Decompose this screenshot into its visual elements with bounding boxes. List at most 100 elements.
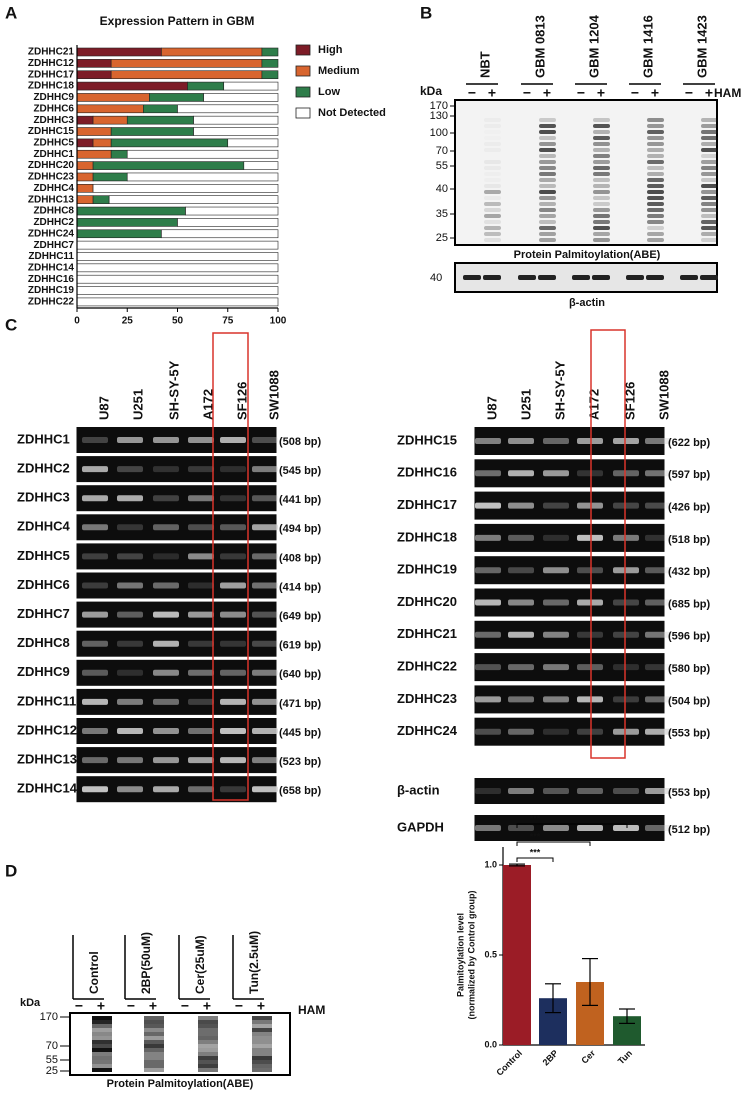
- blot-band: [484, 160, 501, 164]
- gel-band: [82, 582, 108, 589]
- gel-row: [75, 542, 278, 571]
- blot-band: [647, 238, 664, 242]
- gel-band: [117, 786, 143, 793]
- blot-band: [539, 142, 556, 146]
- size-label: (408 bp): [279, 552, 322, 564]
- gel-band: [188, 553, 214, 560]
- gel-band: [188, 611, 214, 618]
- y-tick-label: ZDHHC21: [28, 47, 75, 58]
- blot-band: [701, 136, 718, 140]
- blot-band: [701, 214, 718, 218]
- gel-band: [543, 788, 569, 794]
- gel-band: [475, 438, 501, 444]
- gel-band: [252, 582, 278, 589]
- legend-label: Not Detected: [318, 107, 386, 119]
- blot-band: [701, 142, 718, 146]
- blot-band: [144, 1036, 164, 1040]
- lane-label: SF126: [234, 382, 249, 420]
- blot-band: [539, 184, 556, 188]
- marker-label: 25: [436, 232, 448, 244]
- bar-segment: [76, 218, 178, 227]
- blot-band: [647, 124, 664, 128]
- gel-band: [220, 728, 246, 734]
- gel-band: [577, 502, 603, 509]
- blot-band: [647, 130, 664, 134]
- gel-band: [645, 631, 671, 638]
- lane-label: A172: [200, 389, 215, 420]
- bar-segment: [92, 172, 128, 182]
- gel-band: [645, 534, 671, 541]
- marker-label: 55: [436, 160, 448, 172]
- gel-band: [543, 696, 569, 703]
- gel-band: [508, 567, 534, 574]
- bar-segment: [76, 47, 162, 57]
- chart-title: Expression Pattern in GBM: [100, 14, 255, 28]
- x-tick-label: 100: [270, 316, 287, 327]
- gel-row: [473, 684, 666, 715]
- blot-band: [252, 1068, 272, 1072]
- blot-band: [483, 275, 501, 280]
- blot-band: [252, 1060, 272, 1064]
- gel-band: [153, 757, 179, 764]
- marker-label: 40: [436, 183, 448, 195]
- blot-band: [539, 154, 556, 158]
- marker-label: 40: [430, 272, 442, 284]
- size-label: (619 bp): [279, 640, 322, 652]
- blot-band: [252, 1064, 272, 1068]
- blot-band: [484, 166, 501, 170]
- bar-segment: [76, 93, 150, 102]
- lane-label: NBT: [477, 51, 492, 78]
- legend-swatch: [295, 107, 311, 119]
- blot-band: [144, 1016, 164, 1020]
- gel-band: [543, 631, 569, 638]
- size-label: (414 bp): [279, 581, 322, 593]
- blot-band: [680, 275, 698, 280]
- minus-sign: −: [523, 85, 531, 101]
- gel-band: [220, 611, 246, 618]
- panel-label: A: [5, 3, 17, 22]
- blot-band: [647, 118, 664, 122]
- blot-band: [92, 1036, 112, 1040]
- gel-band: [645, 728, 671, 735]
- gel-band: [508, 438, 534, 444]
- blot-band: [538, 275, 556, 280]
- blot-band: [539, 202, 556, 206]
- blot-band: [92, 1016, 112, 1020]
- marker-label: 70: [46, 1040, 58, 1052]
- gene-label: ZDHHC12: [17, 722, 77, 737]
- gel-band: [508, 502, 534, 509]
- blot-band: [92, 1040, 112, 1044]
- blot-band: [539, 226, 556, 230]
- gel-band: [252, 524, 278, 531]
- blot-band: [647, 232, 664, 236]
- blot-band: [484, 172, 501, 176]
- size-label: (508 bp): [279, 436, 322, 448]
- blot-band: [647, 214, 664, 218]
- significance-label: ***: [530, 813, 541, 823]
- minus-sign: −: [127, 998, 135, 1014]
- gel-band: [508, 470, 534, 477]
- legend-swatch: [295, 86, 311, 98]
- bar-segment: [193, 127, 279, 136]
- y-tick-label: ZDHHC15: [28, 126, 75, 137]
- blot-band: [144, 1068, 164, 1072]
- lane-label: GBM 0813: [532, 15, 547, 78]
- blot-band: [484, 142, 501, 146]
- lane-label: SW1088: [266, 370, 281, 420]
- legend-label: Low: [318, 86, 340, 98]
- lane-label: U251: [130, 389, 145, 420]
- bar-segment: [76, 195, 94, 204]
- gel-band: [252, 437, 278, 443]
- blot-band: [647, 220, 664, 224]
- gel-band: [220, 582, 246, 589]
- blot-band: [198, 1036, 218, 1040]
- blot-band: [626, 275, 644, 280]
- blot-band: [701, 232, 718, 236]
- lane-label: U251: [518, 389, 533, 420]
- significance-bracket: [516, 841, 591, 846]
- bar-segment: [76, 229, 162, 239]
- blot-band: [647, 148, 664, 152]
- plus-sign: +: [597, 85, 605, 101]
- bar-segment: [76, 81, 188, 91]
- gene-label: ZDHHC23: [397, 691, 457, 706]
